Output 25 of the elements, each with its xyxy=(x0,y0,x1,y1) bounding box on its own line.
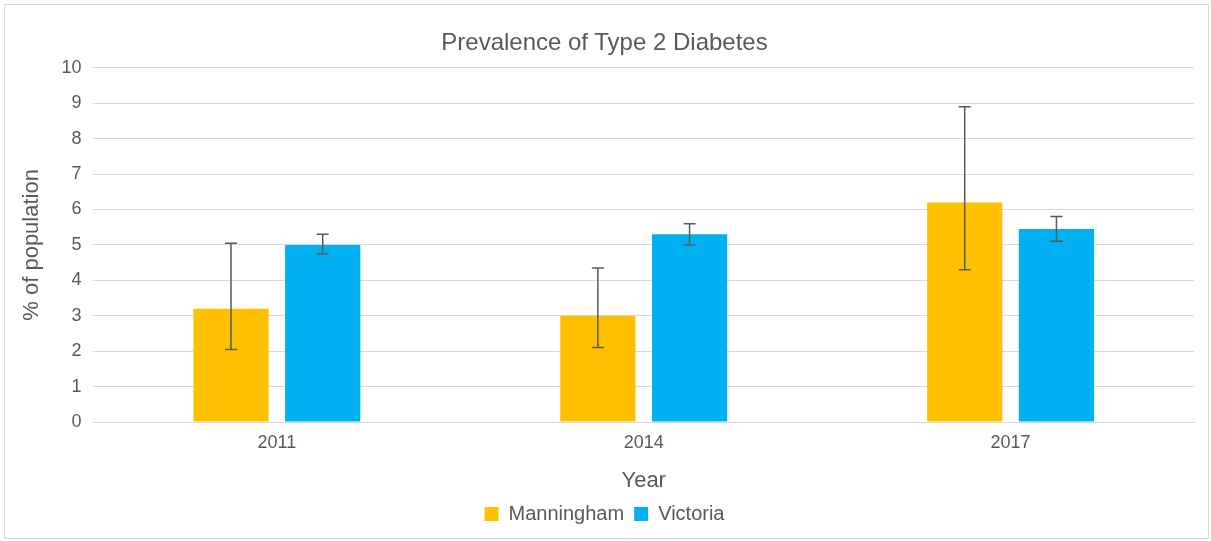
y-tick-label: 6 xyxy=(71,198,82,219)
x-tick-label: 2011 xyxy=(257,431,297,452)
y-tick-label: 9 xyxy=(71,92,82,113)
y-tick-label: 1 xyxy=(71,375,82,396)
legend-label: Victoria xyxy=(658,501,726,524)
y-tick-label: 8 xyxy=(71,127,82,148)
y-tick-label: 5 xyxy=(71,233,82,254)
y-tick-label: 0 xyxy=(71,410,82,431)
x-axis-title: Year xyxy=(621,466,666,492)
bar xyxy=(1018,228,1095,422)
legend-label: Manningham xyxy=(508,501,625,524)
y-tick-label: 3 xyxy=(71,304,82,325)
bar xyxy=(651,234,728,422)
chart-title: Prevalence of Type 2 Diabetes xyxy=(441,28,768,56)
y-tick-label: 4 xyxy=(71,269,82,290)
x-tick-label: 2014 xyxy=(623,431,664,452)
y-tick-label: 7 xyxy=(71,163,82,184)
y-tick-label: 2 xyxy=(71,340,82,361)
x-tick-label: 2017 xyxy=(990,431,1031,452)
bar xyxy=(560,315,636,422)
y-axis-title: % of population xyxy=(18,169,44,321)
y-tick-label: 10 xyxy=(61,56,82,77)
bar xyxy=(285,244,361,422)
bar xyxy=(193,308,269,422)
bar xyxy=(927,202,1003,422)
